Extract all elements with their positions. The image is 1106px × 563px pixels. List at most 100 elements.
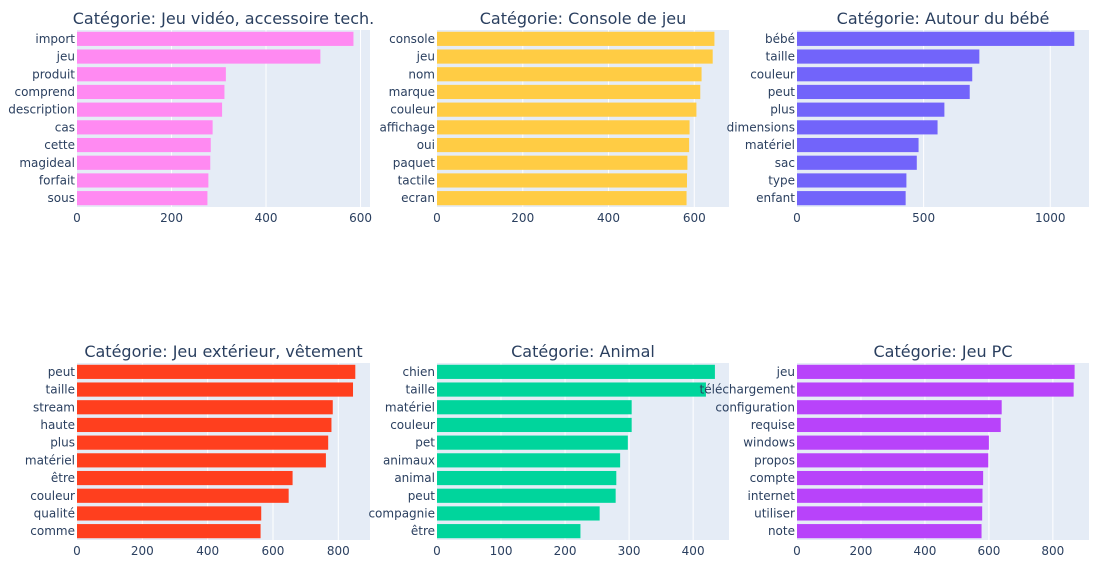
x-tick-label: 400	[196, 544, 219, 558]
y-tick-label: plus	[770, 103, 795, 117]
y-tick-label: utiliser	[754, 506, 795, 520]
bar	[437, 417, 632, 433]
x-tick-label: 200	[554, 544, 577, 558]
y-tick-label: propos	[754, 453, 795, 467]
subplot-3: 0 500 1000 bébé taille couleur peut plus dimensi…	[727, 9, 1089, 225]
y-tick-label: ecran	[401, 191, 435, 205]
y-tick-label: chien	[402, 365, 435, 379]
y-tick-label: cette	[44, 138, 75, 152]
y-tick-label: magideal	[19, 156, 75, 170]
bar	[797, 435, 989, 450]
x-tick-label: 200	[131, 544, 154, 558]
y-tick-label: bébé	[765, 32, 795, 46]
x-tick-label: 400	[255, 211, 278, 225]
bar	[77, 417, 332, 433]
y-tick-label: forfait	[39, 173, 75, 187]
bar	[797, 31, 1075, 46]
bar	[437, 453, 621, 468]
y-tick-label: être	[411, 524, 435, 538]
subplot-6: 0 200 400 600 800 jeu téléchargement configurat…	[700, 342, 1089, 558]
bar	[77, 173, 209, 188]
y-tick-label: matériel	[385, 400, 435, 414]
subplot-title: Catégorie: Jeu vidéo, accessoire tech.	[73, 9, 375, 28]
subplot-title: Catégorie: Console de jeu	[480, 9, 687, 28]
y-tick-label: compagnie	[368, 506, 435, 520]
y-tick-label: import	[35, 32, 75, 46]
bar	[797, 524, 982, 539]
bar	[797, 102, 945, 117]
y-tick-label: animal	[394, 471, 435, 485]
x-tick-label: 0	[73, 211, 81, 225]
bar	[797, 137, 919, 153]
bar	[437, 67, 702, 82]
y-tick-label: jeu	[776, 365, 795, 379]
x-tick-label: 0	[73, 544, 81, 558]
y-tick-label: tactile	[398, 173, 435, 187]
y-tick-label: dimensions	[727, 120, 795, 134]
subplot-5: 0 100 200 300 400 chien taille matériel couleur p…	[368, 342, 729, 558]
bar	[797, 364, 1075, 379]
y-tick-label: couleur	[390, 418, 435, 432]
bar	[797, 417, 1001, 433]
bar	[77, 524, 261, 539]
y-tick-label: matériel	[745, 138, 795, 152]
bar	[77, 382, 354, 397]
y-tick-label: paquet	[393, 156, 436, 170]
y-tick-label: couleur	[30, 489, 75, 503]
subplot-title: Catégorie: Jeu PC	[874, 342, 1013, 361]
bar	[437, 120, 690, 135]
y-tick-label: téléchargement	[700, 383, 796, 397]
y-tick-label: affichage	[379, 120, 435, 134]
y-tick-label: configuration	[715, 400, 795, 414]
y-tick-label: sous	[48, 191, 75, 205]
subplot-title: Catégorie: Animal	[511, 342, 655, 361]
bar	[77, 84, 225, 100]
y-tick-label: cas	[55, 120, 75, 134]
y-tick-label: haute	[40, 418, 75, 432]
bar	[77, 506, 262, 521]
x-tick-label: 800	[1041, 544, 1064, 558]
bar	[797, 506, 983, 521]
y-tick-label: marque	[389, 85, 435, 99]
bar	[77, 120, 213, 135]
bar	[797, 453, 989, 468]
x-tick-label: 600	[977, 544, 1000, 558]
x-tick-label: 400	[913, 544, 936, 558]
bar	[797, 49, 980, 64]
bar	[437, 364, 715, 379]
y-tick-label: stream	[33, 400, 75, 414]
x-tick-label: 500	[912, 211, 935, 225]
bar	[797, 173, 907, 188]
y-tick-label: type	[768, 173, 795, 187]
x-tick-label: 1000	[1035, 211, 1066, 225]
bar	[437, 191, 687, 206]
y-tick-label: plus	[50, 436, 75, 450]
y-tick-label: comprend	[14, 85, 75, 99]
y-tick-label: produit	[32, 67, 75, 81]
bar	[797, 400, 1002, 415]
subplot-title: Catégorie: Jeu extérieur, vêtement	[84, 342, 362, 361]
bar	[437, 137, 690, 153]
x-tick-label: 100	[490, 544, 513, 558]
y-tick-label: internet	[748, 489, 796, 503]
bar	[77, 453, 326, 468]
bar	[77, 435, 329, 450]
y-tick-label: couleur	[390, 103, 435, 117]
bar	[437, 155, 688, 170]
bar	[437, 506, 600, 521]
y-tick-label: windows	[743, 436, 795, 450]
y-tick-label: taille	[46, 383, 75, 397]
bar	[437, 524, 581, 539]
bar	[797, 470, 984, 486]
x-tick-label: 0	[433, 211, 441, 225]
bar	[77, 67, 226, 82]
bar	[77, 364, 356, 379]
y-tick-label: pet	[415, 436, 435, 450]
bar	[77, 137, 211, 153]
bar	[77, 470, 293, 486]
y-tick-label: couleur	[750, 67, 795, 81]
bar	[797, 120, 938, 135]
y-tick-label: console	[389, 32, 435, 46]
x-tick-label: 200	[160, 211, 183, 225]
y-tick-label: jeu	[56, 50, 75, 64]
